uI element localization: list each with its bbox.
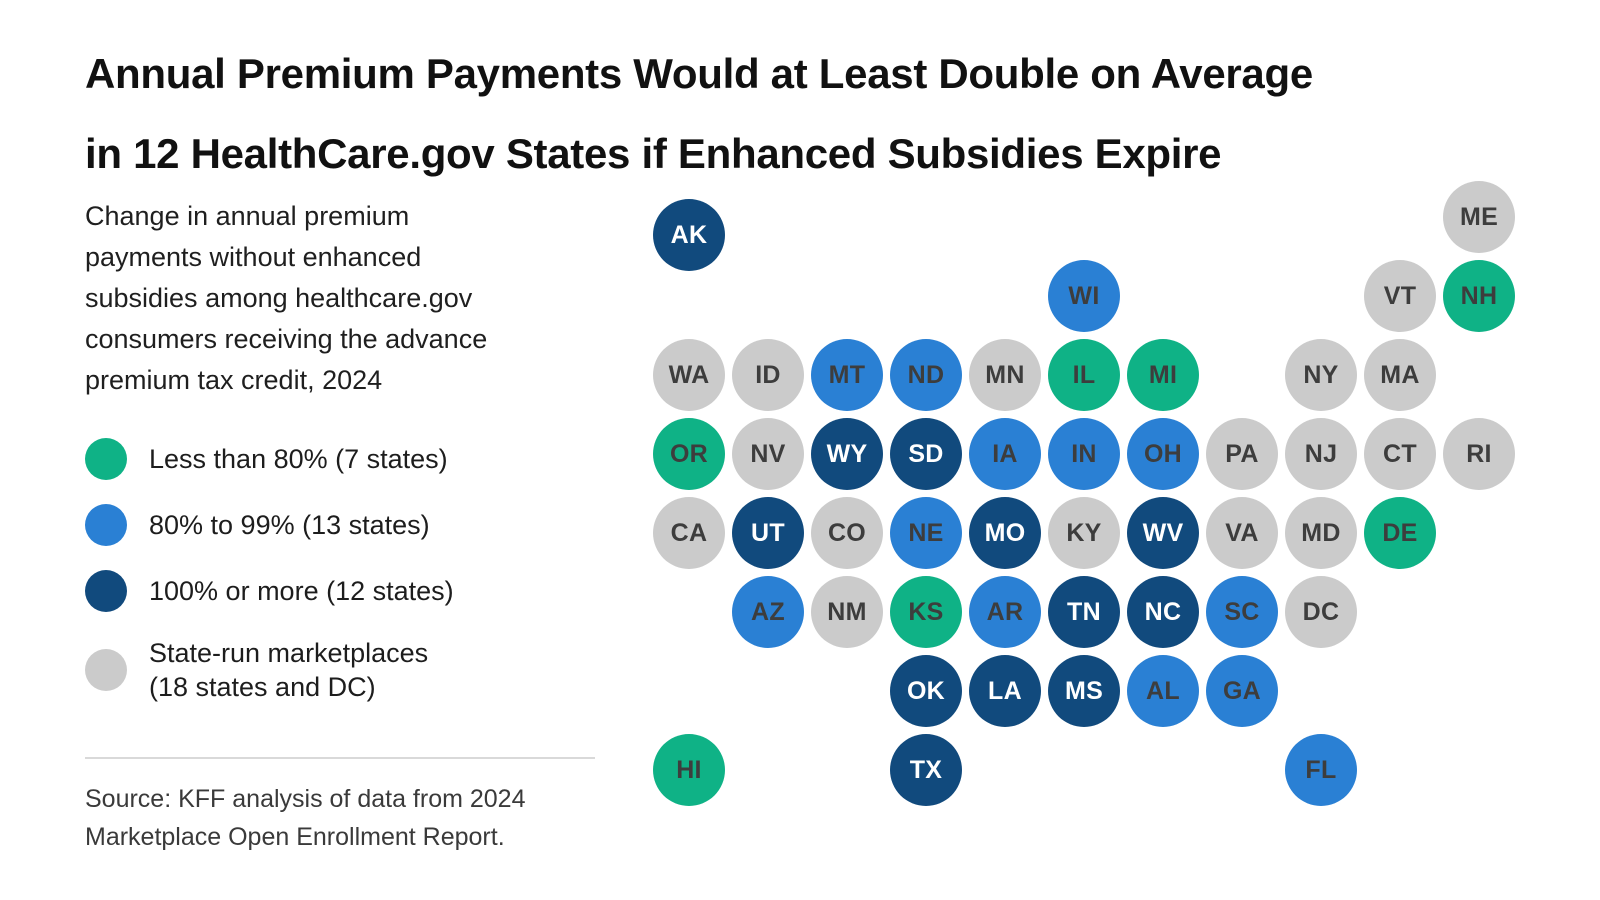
state-tile-wa: WA	[653, 339, 725, 411]
state-tile-az: AZ	[732, 576, 804, 648]
source-note: Source: KFF analysis of data from 2024 Ma…	[85, 780, 565, 856]
legend: Less than 80% (7 states) 80% to 99% (13 s…	[85, 438, 454, 704]
state-tile-ak: AK	[653, 199, 725, 271]
text-line: payments without enhanced	[85, 242, 422, 272]
legend-swatch-100plus	[85, 570, 127, 612]
state-tile-me: ME	[1443, 181, 1515, 253]
state-tile-or: OR	[653, 418, 725, 490]
state-tile-ne: NE	[890, 497, 962, 569]
state-tile-wy: WY	[811, 418, 883, 490]
legend-label-state_run: State-run marketplaces (18 states and DC)	[149, 638, 429, 702]
state-tile-pa: PA	[1206, 418, 1278, 490]
state-tile-hi: HI	[653, 734, 725, 806]
legend-label-80to99: 80% to 99% (13 states)	[149, 510, 430, 540]
state-tile-wi: WI	[1048, 260, 1120, 332]
state-tile-la: LA	[969, 655, 1041, 727]
state-tile-ok: OK	[890, 655, 962, 727]
text-line: Annual Premium Payments Would at Least D…	[85, 50, 1313, 97]
state-tile-mi: MI	[1127, 339, 1199, 411]
state-tile-al: AL	[1127, 655, 1199, 727]
state-tile-ks: KS	[890, 576, 962, 648]
legend-item-80to99: 80% to 99% (13 states)	[85, 504, 454, 546]
state-tile-nm: NM	[811, 576, 883, 648]
state-tile-dc: DC	[1285, 576, 1357, 648]
legend-label-100plus: 100% or more (12 states)	[149, 576, 454, 606]
chart-subtitle: Change in annual premium payments without…	[85, 196, 605, 401]
state-tile-md: MD	[1285, 497, 1357, 569]
state-tile-nj: NJ	[1285, 418, 1357, 490]
state-tile-nc: NC	[1127, 576, 1199, 648]
text-line: subsidies among healthcare.gov	[85, 283, 473, 313]
state-tile-ar: AR	[969, 576, 1041, 648]
state-tile-ky: KY	[1048, 497, 1120, 569]
state-tile-fl: FL	[1285, 734, 1357, 806]
state-tile-sc: SC	[1206, 576, 1278, 648]
state-tile-il: IL	[1048, 339, 1120, 411]
state-tile-ny: NY	[1285, 339, 1357, 411]
legend-item-state_run: State-run marketplaces (18 states and DC)	[85, 636, 454, 704]
state-tile-va: VA	[1206, 497, 1278, 569]
state-tile-ga: GA	[1206, 655, 1278, 727]
state-tile-ca: CA	[653, 497, 725, 569]
state-tile-ma: MA	[1364, 339, 1436, 411]
state-tile-vt: VT	[1364, 260, 1436, 332]
legend-swatch-80to99	[85, 504, 127, 546]
state-tile-wv: WV	[1127, 497, 1199, 569]
text-line: Marketplace Open Enrollment Report.	[85, 823, 505, 851]
state-tile-ia: IA	[969, 418, 1041, 490]
text-line: Source: KFF analysis of data from 2024	[85, 785, 526, 813]
state-tile-tn: TN	[1048, 576, 1120, 648]
state-tile-id: ID	[732, 339, 804, 411]
state-tile-nv: NV	[732, 418, 804, 490]
state-tile-tx: TX	[890, 734, 962, 806]
text-line: Change in annual premium	[85, 201, 410, 231]
chart-title: Annual Premium Payments Would at Least D…	[85, 34, 1545, 194]
state-tile-nd: ND	[890, 339, 962, 411]
state-tile-nh: NH	[1443, 260, 1515, 332]
state-tile-ut: UT	[732, 497, 804, 569]
legend-label-lt80: Less than 80% (7 states)	[149, 444, 448, 474]
state-tile-in: IN	[1048, 418, 1120, 490]
state-tile-mn: MN	[969, 339, 1041, 411]
legend-swatch-state_run	[85, 649, 127, 691]
state-tile-sd: SD	[890, 418, 962, 490]
divider-line	[85, 757, 595, 759]
legend-item-100plus: 100% or more (12 states)	[85, 570, 454, 612]
state-tile-mo: MO	[969, 497, 1041, 569]
state-tile-de: DE	[1364, 497, 1436, 569]
state-tile-ct: CT	[1364, 418, 1436, 490]
text-line: consumers receiving the advance	[85, 324, 488, 354]
text-line: premium tax credit, 2024	[85, 365, 383, 395]
state-tile-mt: MT	[811, 339, 883, 411]
state-tile-ri: RI	[1443, 418, 1515, 490]
state-tile-oh: OH	[1127, 418, 1199, 490]
state-tile-co: CO	[811, 497, 883, 569]
legend-swatch-lt80	[85, 438, 127, 480]
legend-item-lt80: Less than 80% (7 states)	[85, 438, 454, 480]
text-line: in 12 HealthCare.gov States if Enhanced …	[85, 130, 1222, 177]
state-tile-ms: MS	[1048, 655, 1120, 727]
